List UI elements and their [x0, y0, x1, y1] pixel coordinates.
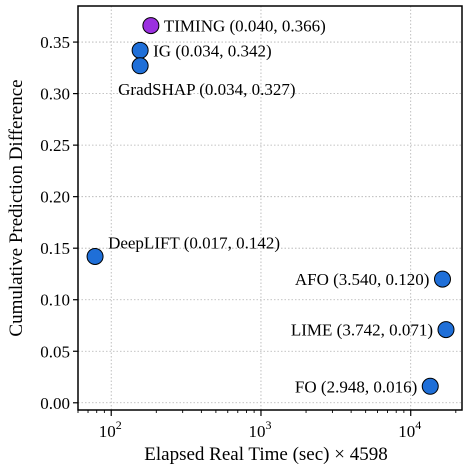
x-tick-label: 104 [398, 418, 421, 441]
point-timing [142, 17, 160, 35]
x-tick-label: 102 [99, 418, 122, 441]
point-label-fo: FO (2.948, 0.016) [295, 377, 417, 396]
x-tick-label: 103 [248, 418, 271, 441]
grid-lines [78, 6, 462, 410]
y-tick-label: 0.35 [40, 33, 70, 52]
point-gradshap [131, 57, 149, 75]
y-tick-label: 0.15 [40, 239, 70, 258]
point-label-timing: TIMING (0.040, 0.366) [164, 17, 326, 36]
point-label-ig: IG (0.034, 0.342) [153, 41, 272, 60]
plot-frame [77, 5, 463, 411]
y-tick-label: 0.30 [40, 85, 70, 104]
data-points: TIMING (0.040, 0.366) IG (0.034, 0.342) Gr… [86, 17, 455, 396]
x-axis-title: Elapsed Real Time (sec) × 4598 [144, 444, 387, 464]
y-tick-label: 0.00 [40, 394, 70, 413]
point-label-gradshap: GradSHAP (0.034, 0.327) [118, 80, 295, 99]
point-ig [131, 41, 149, 59]
point-label-lime: LIME (3.742, 0.071) [291, 321, 433, 340]
point-label-afo: AFO (3.540, 0.120) [295, 270, 430, 289]
y-axis-title: Cumulative Prediction Difference [6, 79, 27, 336]
axis-ticks: 0.00 0.05 0.10 0.15 0.20 0.25 0.30 0.35 102 103 10… [40, 33, 457, 441]
y-tick-label: 0.25 [40, 136, 70, 155]
y-tick-label: 0.10 [40, 291, 70, 310]
point-afo [433, 270, 451, 288]
y-tick-label: 0.05 [40, 342, 70, 361]
point-fo [421, 377, 439, 395]
point-lime [437, 321, 455, 339]
point-label-deeplift: DeepLIFT (0.017, 0.142) [108, 233, 280, 252]
point-deeplift [86, 247, 104, 265]
y-tick-label: 0.20 [40, 188, 70, 207]
